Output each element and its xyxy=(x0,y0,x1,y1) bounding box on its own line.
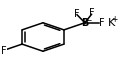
Text: B: B xyxy=(81,18,89,28)
Text: −: − xyxy=(85,16,91,25)
Text: F: F xyxy=(1,46,6,56)
Text: F: F xyxy=(89,8,95,18)
Text: K: K xyxy=(108,18,116,28)
Text: F: F xyxy=(99,18,104,28)
Text: F: F xyxy=(74,9,79,19)
Text: +: + xyxy=(111,15,118,24)
